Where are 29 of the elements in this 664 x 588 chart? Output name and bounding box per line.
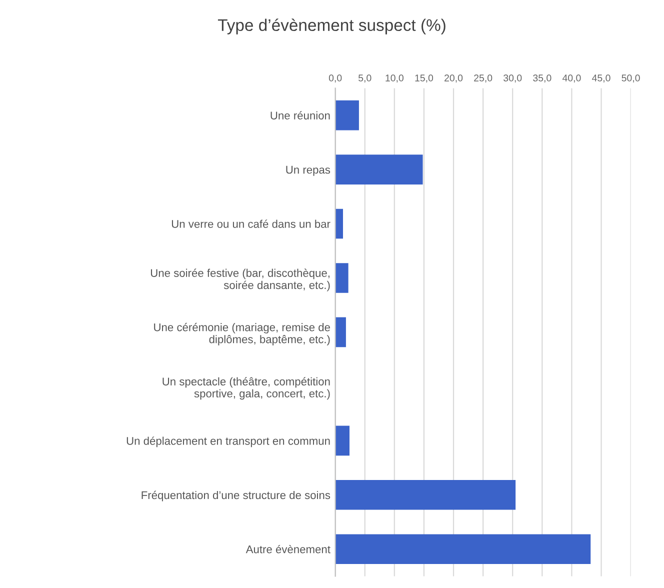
y-tick-label: Une soirée festive (bar, discothèque, soirée dansante, etc.): [150, 268, 330, 292]
bar: [335, 534, 591, 564]
x-tick-label: 30,0: [504, 74, 522, 83]
y-tick-label: Un repas: [286, 166, 330, 176]
x-tick-label: 25,0: [474, 74, 492, 83]
bar: [335, 480, 516, 510]
y-tick-label: Autre évènement: [246, 544, 330, 554]
bar: [335, 208, 343, 239]
x-tick-label: 5,0: [358, 74, 372, 83]
x-tick-label: 20,0: [444, 74, 463, 83]
y-tick-label: Un verre ou un café dans un bar: [172, 220, 330, 228]
chart-title: Type d’évènement suspect (%): [218, 18, 446, 34]
bar: [335, 317, 346, 348]
y-tick-label: Fréquentation d’une structure de soins: [142, 490, 330, 502]
y-tick-label: Un déplacement en transport en commun: [126, 436, 330, 448]
y-tick-label: Une cérémonie (mariage, remise de diplômes, baptême, etc.): [154, 322, 330, 346]
y-tick-label: Une réunion: [270, 111, 330, 120]
bar: [335, 263, 348, 293]
bar: [335, 100, 359, 130]
x-tick-label: 40,0: [562, 74, 581, 83]
x-tick-label: 0,0: [328, 74, 342, 83]
x-tick-label: 35,0: [533, 74, 552, 83]
x-tick-label: 15,0: [415, 74, 434, 83]
x-tick-label: 45,0: [592, 74, 610, 83]
bar: [335, 426, 350, 456]
x-tick-label: 10,0: [386, 74, 404, 83]
x-tick-label: 50,0: [622, 74, 640, 83]
bar: [335, 154, 423, 184]
y-tick-label: Un spectacle (théâtre, compétition sportive, gala, concert, etc.): [162, 377, 330, 400]
